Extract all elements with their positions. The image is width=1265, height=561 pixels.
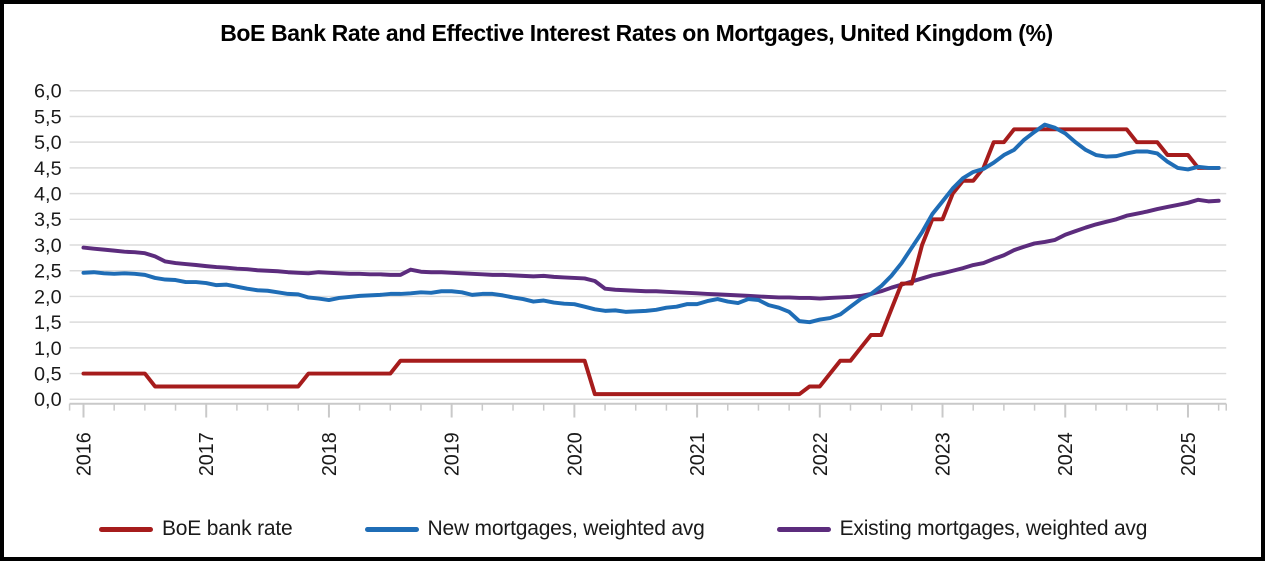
series-line-existing-mortgages-weighted-avg (81, 197, 1221, 301)
y-tick-label: 5,0 (34, 132, 62, 154)
legend-label-boe-bank-rate: BoE bank rate (162, 517, 293, 540)
legend-swatch-new-mortgages (364, 526, 419, 532)
x-tick-label: 2021 (687, 432, 709, 476)
x-tick-label: 2020 (564, 432, 586, 476)
legend-label-existing-mortgages: Existing mortgages, weighted avg (839, 517, 1148, 540)
x-tick-label: 2017 (196, 432, 218, 476)
y-tick-label: 2,5 (34, 261, 62, 283)
y-tick-label: 2,0 (34, 286, 62, 308)
series-line-new-mortgages-weighted-avg (81, 122, 1221, 325)
legend: BoE bank rate New mortgages, weighted av… (99, 517, 1147, 541)
y-tick-label: 6,0 (34, 81, 62, 103)
x-tick-label: 2025 (1178, 432, 1200, 476)
x-tick-label: 2024 (1055, 432, 1077, 476)
chart-title: BoE Bank Rate and Effective Interest Rat… (220, 20, 1053, 46)
y-tick-label: 0,0 (34, 389, 62, 411)
y-tick-label: 4,5 (34, 158, 62, 180)
x-tick-label: 2022 (810, 432, 832, 476)
y-tick-label: 1,5 (34, 312, 62, 334)
x-tick-label: 2019 (442, 432, 464, 476)
y-tick-label: 5,5 (34, 106, 62, 128)
legend-item-existing-mortgages: Existing mortgages, weighted avg (776, 517, 1148, 541)
y-tick-label: 0,5 (34, 364, 62, 386)
x-tick-label: 2023 (932, 432, 954, 476)
y-tick-label: 1,0 (34, 338, 62, 360)
y-tick-label: 4,0 (34, 184, 62, 206)
legend-swatch-existing-mortgages (776, 526, 831, 532)
series-line-boe-bank-rate (81, 127, 1221, 397)
legend-swatch-boe-bank-rate (99, 526, 153, 532)
chart-canvas: 6,0 5,5 5,0 4,5 4,0 3,5 3,0 2,5 2,0 1,5 1,0 0,5 0,0 2… (34, 81, 1227, 476)
x-tick-label: 2018 (319, 432, 341, 476)
y-tick-label: 3,0 (34, 235, 62, 257)
legend-label-new-mortgages: New mortgages, weighted avg (427, 517, 705, 540)
y-tick-label: 3,5 (34, 209, 62, 231)
legend-item-new-mortgages: New mortgages, weighted avg (364, 517, 705, 541)
x-tick-label: 2016 (73, 432, 95, 476)
legend-item-boe-bank-rate: BoE bank rate (99, 517, 293, 541)
